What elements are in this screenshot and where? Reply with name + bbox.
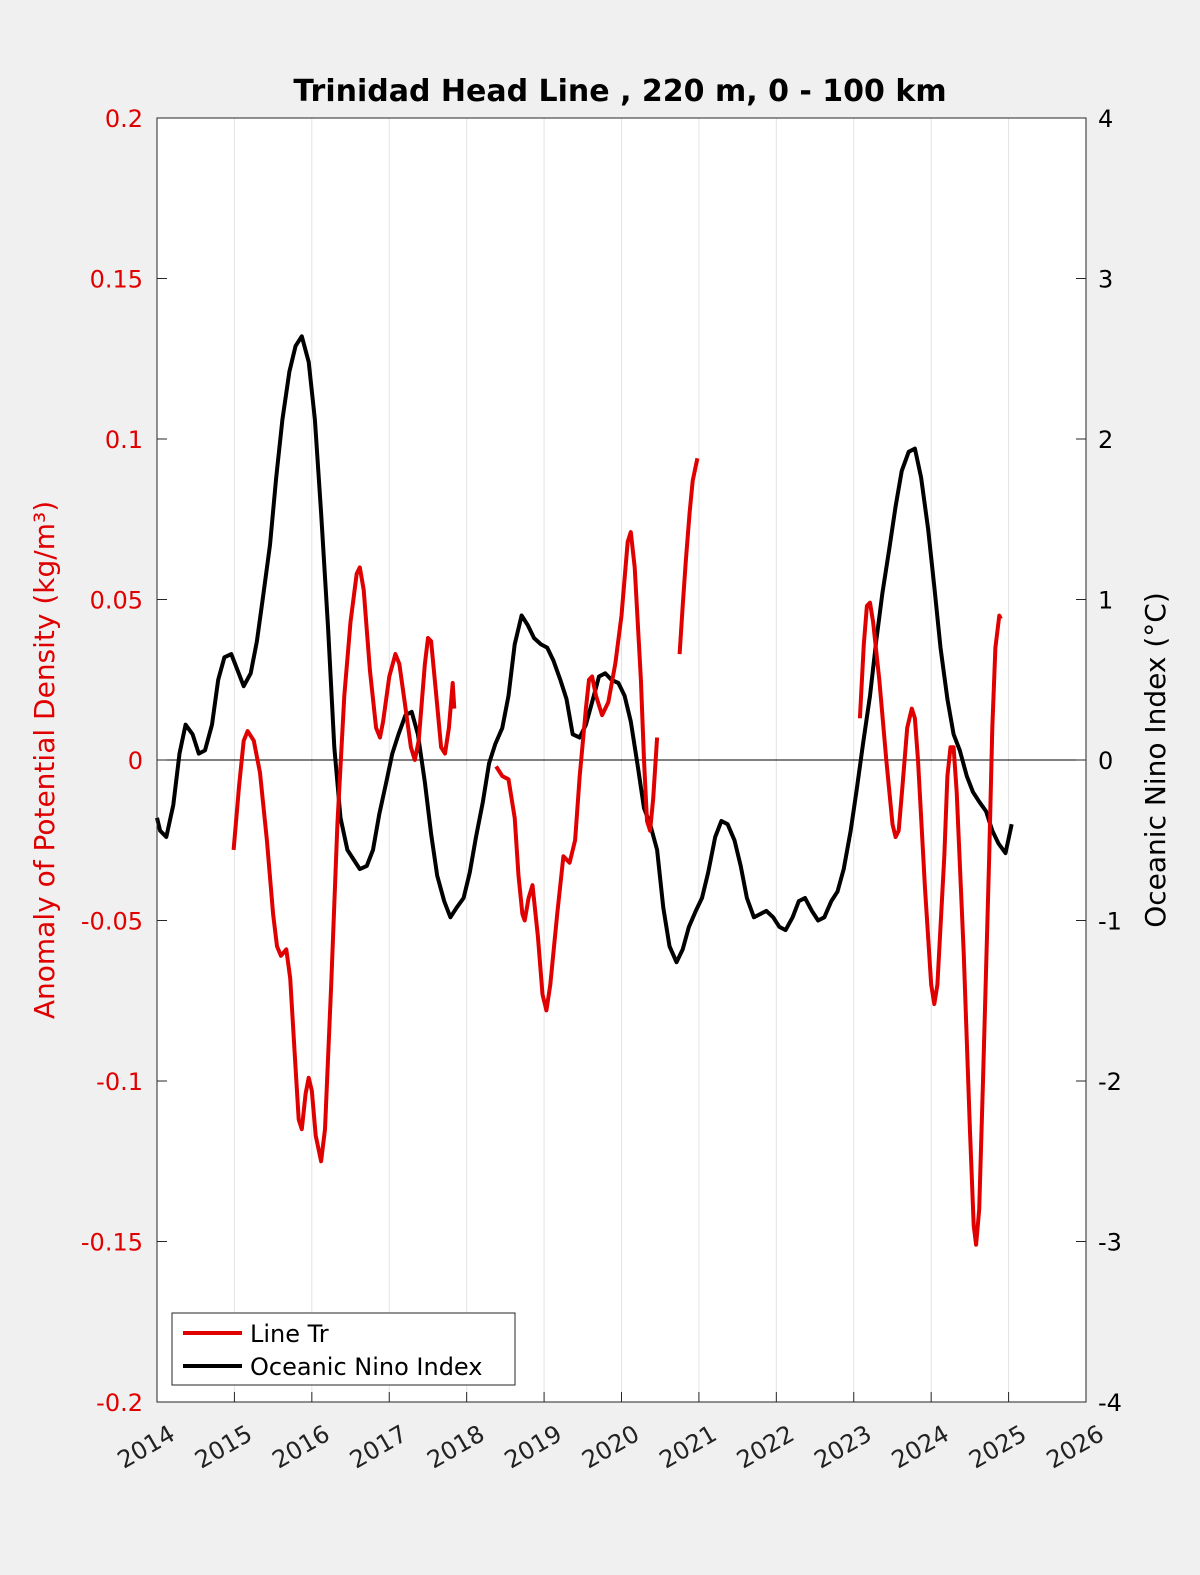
x-tick-label: 2023 xyxy=(809,1420,876,1475)
y-right-tick-label: 2 xyxy=(1098,426,1113,454)
y-right-tick-label: 3 xyxy=(1098,266,1113,294)
series-line-tr-segment xyxy=(231,565,457,1164)
x-tick-label: 2017 xyxy=(345,1420,412,1475)
legend: Line Tr Oceanic Nino Index xyxy=(171,1312,516,1386)
series-line-tr-segment xyxy=(857,600,1003,1247)
series-line-tr-segment xyxy=(494,530,660,1013)
y-right-tick-label: -2 xyxy=(1098,1068,1122,1096)
y-left-tick-label: -0.05 xyxy=(81,908,143,936)
x-tick-label: 2024 xyxy=(887,1420,954,1475)
y-right-axis-label: Oceanic Nino Index (°C) xyxy=(1139,592,1172,928)
x-tick-label: 2022 xyxy=(732,1420,799,1475)
legend-label-line-tr: Line Tr xyxy=(250,1320,329,1348)
x-tick-label: 2018 xyxy=(422,1420,489,1475)
y-left-tick-label: 0.15 xyxy=(90,266,143,294)
y-left-tick-label: 0 xyxy=(128,747,143,775)
axis-ticks xyxy=(156,117,1087,1403)
y-left-tick-label: -0.1 xyxy=(96,1068,143,1096)
y-right-axis-ticks: 4 3 2 1 0 -1 -2 -3 -4 xyxy=(1098,105,1122,1417)
x-tick-label: 2016 xyxy=(268,1420,335,1475)
x-tick-label: 2014 xyxy=(113,1420,180,1475)
x-tick-label: 2015 xyxy=(190,1420,257,1475)
x-axis-ticks: 2014 2015 2016 2017 2018 2019 2020 2021 2022 2023… xyxy=(113,1420,1109,1475)
y-left-tick-label: -0.2 xyxy=(96,1389,143,1417)
y-left-tick-label: -0.15 xyxy=(81,1229,143,1257)
x-tick-label: 2021 xyxy=(655,1420,722,1475)
y-left-tick-label: 0.1 xyxy=(105,426,143,454)
series-line-tr-segment xyxy=(677,457,700,655)
y-left-tick-label: 0.2 xyxy=(105,105,143,133)
x-tick-label: 2020 xyxy=(577,1420,644,1475)
chart-title: Trinidad Head Line , 220 m, 0 - 100 km xyxy=(293,74,946,109)
y-left-tick-label: 0.05 xyxy=(90,587,143,615)
legend-label-oni: Oceanic Nino Index xyxy=(250,1353,482,1381)
y-left-axis-ticks: 0.2 0.15 0.1 0.05 0 -0.05 -0.1 -0.15 -0.2 xyxy=(81,105,143,1417)
y-left-axis-label: Anomaly of Potential Density (kg/m³) xyxy=(28,501,61,1019)
x-tick-label: 2026 xyxy=(1042,1420,1109,1475)
legend-box xyxy=(171,1312,516,1386)
x-tick-label: 2025 xyxy=(964,1420,1031,1475)
x-tick-label: 2019 xyxy=(500,1420,567,1475)
y-right-tick-label: -1 xyxy=(1098,908,1122,936)
y-right-tick-label: 4 xyxy=(1098,105,1113,133)
y-right-tick-label: -3 xyxy=(1098,1229,1122,1257)
y-right-tick-label: 1 xyxy=(1098,587,1113,615)
y-right-tick-label: -4 xyxy=(1098,1389,1122,1417)
series-layer xyxy=(155,334,1014,1247)
y-right-tick-label: 0 xyxy=(1098,747,1113,775)
